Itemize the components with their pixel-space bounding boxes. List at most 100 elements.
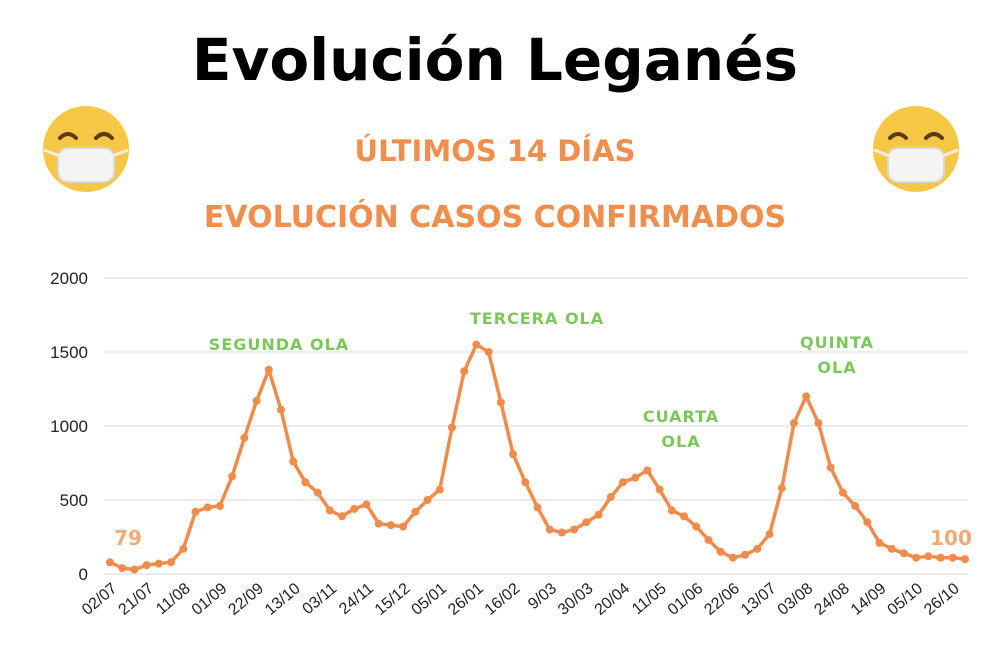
wave-annotation: OLA bbox=[661, 432, 700, 451]
data-point bbox=[851, 501, 860, 510]
data-point bbox=[741, 550, 750, 559]
data-point bbox=[631, 473, 640, 482]
data-point bbox=[838, 488, 847, 497]
data-point bbox=[399, 522, 408, 531]
data-point bbox=[289, 457, 298, 466]
x-tick-label: 05/01 bbox=[409, 580, 451, 619]
x-tick-label: 01/06 bbox=[665, 580, 707, 619]
data-point bbox=[533, 503, 542, 512]
data-point bbox=[716, 547, 725, 556]
data-point bbox=[606, 493, 615, 502]
data-point bbox=[228, 472, 237, 481]
page-title: Evolución Leganés bbox=[191, 26, 799, 94]
data-point bbox=[594, 510, 603, 519]
data-point bbox=[350, 504, 359, 513]
start-value-label: 79 bbox=[114, 526, 142, 550]
data-point bbox=[362, 500, 371, 509]
data-point bbox=[582, 518, 591, 527]
data-point bbox=[692, 522, 701, 531]
data-point bbox=[545, 525, 554, 534]
data-point bbox=[826, 463, 835, 472]
x-tick-label: 13/07 bbox=[738, 580, 780, 619]
data-point bbox=[325, 506, 334, 515]
data-point bbox=[142, 561, 151, 570]
data-point bbox=[521, 478, 530, 487]
data-point bbox=[386, 521, 395, 530]
data-point bbox=[765, 530, 774, 539]
x-tick-label: 22/06 bbox=[701, 580, 743, 619]
data-point bbox=[448, 423, 456, 432]
x-tick-label: 26/10 bbox=[921, 580, 963, 619]
data-point bbox=[655, 485, 664, 494]
data-point bbox=[753, 544, 762, 553]
x-tick-label: 05/10 bbox=[885, 580, 927, 619]
x-tick-label: 14/09 bbox=[848, 580, 890, 619]
data-point bbox=[215, 501, 224, 510]
data-point bbox=[179, 544, 188, 553]
end-value-label: 100 bbox=[930, 526, 972, 550]
x-tick-label: 03/11 bbox=[300, 580, 341, 618]
data-point bbox=[106, 558, 114, 567]
x-tick-label: 20/04 bbox=[592, 580, 634, 619]
data-point bbox=[411, 507, 420, 516]
x-tick-label: 15/12 bbox=[372, 580, 414, 619]
data-point bbox=[167, 558, 176, 567]
data-point bbox=[643, 466, 652, 475]
y-tick-label: 2000 bbox=[50, 269, 88, 288]
x-tick-label: 21/07 bbox=[116, 580, 158, 619]
x-tick-label: 16/02 bbox=[482, 580, 524, 619]
data-point bbox=[423, 496, 432, 504]
x-tick-label: 24/08 bbox=[811, 580, 853, 619]
data-point bbox=[948, 553, 957, 562]
data-point bbox=[338, 512, 347, 521]
data-point bbox=[557, 528, 566, 537]
data-point bbox=[313, 488, 322, 497]
x-tick-label: 02/07 bbox=[79, 580, 121, 619]
face-with-medical-mask-icon bbox=[873, 106, 959, 192]
data-point bbox=[240, 433, 249, 442]
x-tick-label: 24/11 bbox=[336, 580, 377, 618]
data-point bbox=[130, 565, 139, 574]
data-point bbox=[704, 535, 713, 544]
wave-annotation: TERCERA OLA bbox=[470, 309, 604, 328]
y-tick-label: 0 bbox=[79, 565, 88, 584]
y-tick-label: 1500 bbox=[50, 343, 88, 362]
data-point bbox=[777, 484, 786, 493]
x-tick-label: 9/03 bbox=[525, 580, 560, 613]
data-point bbox=[460, 367, 469, 376]
data-point bbox=[924, 552, 933, 561]
data-point bbox=[619, 478, 627, 487]
data-point bbox=[570, 525, 579, 534]
x-tick-label: 30/03 bbox=[555, 580, 597, 619]
wave-annotation: SEGUNDA OLA bbox=[209, 335, 349, 354]
y-tick-label: 500 bbox=[60, 491, 88, 510]
x-tick-label: 03/08 bbox=[775, 580, 817, 619]
data-point bbox=[496, 398, 505, 407]
x-tick-label: 11/05 bbox=[629, 580, 670, 618]
data-point bbox=[912, 553, 921, 562]
data-point bbox=[277, 405, 285, 414]
data-point bbox=[667, 506, 676, 515]
data-point bbox=[301, 478, 310, 487]
y-tick-label: 1000 bbox=[50, 417, 88, 436]
data-point bbox=[899, 549, 908, 558]
data-point bbox=[680, 512, 689, 521]
data-point bbox=[509, 450, 518, 459]
data-point bbox=[936, 553, 945, 562]
data-point bbox=[472, 340, 481, 349]
data-point bbox=[802, 392, 811, 401]
data-point bbox=[887, 544, 896, 553]
x-tick-label: 13/10 bbox=[262, 580, 304, 619]
wave-annotation: QUINTA bbox=[800, 333, 874, 352]
data-point bbox=[875, 538, 884, 547]
wave-annotation: OLA bbox=[817, 358, 856, 377]
data-point bbox=[264, 365, 273, 374]
data-point bbox=[961, 555, 969, 564]
data-point bbox=[374, 519, 383, 528]
x-tick-label: 26/01 bbox=[445, 580, 487, 619]
series-line bbox=[108, 342, 967, 572]
subtitle-last-14-days: ÚLTIMOS 14 DÍAS bbox=[354, 134, 636, 168]
data-point bbox=[814, 419, 823, 428]
x-tick-label: 22/09 bbox=[225, 580, 267, 619]
